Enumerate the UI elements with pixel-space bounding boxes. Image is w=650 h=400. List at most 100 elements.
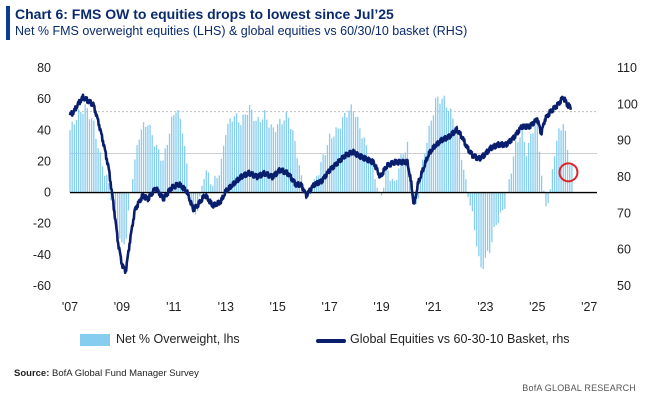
bar-net-overweight — [491, 192, 493, 243]
legend-swatch-bars — [80, 334, 110, 346]
x-axis-tick-label: '07 — [62, 300, 78, 314]
left-axis-tick-label: -40 — [33, 248, 51, 262]
bar-net-overweight — [571, 165, 573, 193]
bar-net-overweight — [450, 108, 452, 193]
x-axis-tick-label: '27 — [581, 300, 597, 314]
source-label: Source: — [14, 368, 50, 379]
bar-net-overweight — [266, 119, 268, 193]
bar-net-overweight — [140, 129, 143, 193]
bar-net-overweight — [495, 192, 497, 226]
bar-net-overweight — [281, 124, 283, 193]
bar-net-overweight — [283, 120, 285, 193]
bar-net-overweight — [566, 149, 569, 193]
bar-net-overweight — [231, 121, 233, 193]
title-accent-bar — [6, 6, 10, 40]
bar-net-overweight — [184, 146, 186, 193]
chart-subtitle: Net % FMS overweight equities (LHS) & gl… — [15, 24, 468, 38]
bar-net-overweight — [227, 123, 229, 193]
bar-net-overweight — [264, 110, 266, 193]
bar-net-overweight — [274, 131, 277, 193]
bar-net-overweight — [419, 177, 422, 193]
bar-net-overweight — [387, 170, 389, 193]
bar-net-overweight — [365, 145, 368, 193]
bar-net-overweight — [538, 151, 541, 193]
bar-net-overweight — [203, 179, 205, 193]
left-axis-tick-label: 0 — [44, 186, 51, 200]
x-axis-tick-label: '15 — [270, 300, 286, 314]
bar-net-overweight — [320, 161, 322, 193]
bar-net-overweight — [127, 192, 130, 211]
bar-net-overweight — [259, 122, 262, 193]
bar-net-overweight — [441, 98, 443, 193]
left-axis-tick-label: 80 — [37, 61, 51, 75]
bar-net-overweight — [93, 120, 95, 193]
bar-net-overweight — [536, 118, 538, 193]
bar-net-overweight — [298, 165, 300, 193]
bar-net-overweight — [473, 192, 476, 231]
bar-net-overweight — [404, 152, 406, 193]
bar-net-overweight — [463, 169, 465, 193]
right-axis-tick-label: 110 — [617, 61, 637, 75]
bar-net-overweight — [279, 118, 281, 193]
highlight-circle — [558, 162, 579, 183]
bar-net-overweight — [136, 145, 138, 193]
bar-net-overweight — [229, 118, 231, 193]
bar-net-overweight — [142, 122, 145, 193]
bar-net-overweight — [556, 140, 558, 193]
left-axis-tick-label: 60 — [37, 92, 51, 106]
bar-net-overweight — [209, 184, 212, 193]
bar-net-overweight — [255, 120, 257, 193]
bar-net-overweight — [530, 133, 532, 193]
bar-net-overweight — [383, 187, 385, 193]
bar-net-overweight — [326, 145, 329, 193]
bar-net-overweight — [396, 180, 398, 193]
bar-net-overweight — [88, 119, 91, 193]
bar-net-overweight — [201, 185, 203, 193]
bar-net-overweight — [439, 103, 441, 193]
bar-net-overweight — [270, 124, 272, 193]
bar-net-overweight — [162, 160, 164, 193]
bar-net-overweight — [447, 110, 450, 193]
bar-net-overweight — [285, 111, 287, 193]
bar-net-overweight — [471, 192, 474, 212]
bar-net-overweight — [525, 156, 528, 193]
bar-net-overweight — [277, 124, 279, 193]
x-axis-tick-label: '25 — [529, 300, 545, 314]
bar-net-overweight — [132, 179, 134, 193]
bar-net-overweight — [80, 112, 82, 193]
bar-net-overweight — [75, 119, 78, 193]
bar-net-overweight — [540, 175, 543, 193]
bar-net-overweight — [363, 137, 365, 193]
bar-net-overweight — [216, 177, 218, 193]
bar-net-overweight — [287, 117, 290, 193]
bar-net-overweight — [151, 135, 153, 193]
bar-net-overweight — [190, 192, 192, 203]
bar-net-overweight — [452, 118, 454, 193]
bar-net-overweight — [177, 109, 179, 193]
bar-net-overweight — [294, 140, 296, 193]
bar-net-overweight — [508, 179, 510, 193]
bar-net-overweight — [173, 115, 175, 193]
bar-net-overweight — [101, 166, 104, 193]
bar-net-overweight — [467, 192, 469, 198]
bar-net-overweight — [421, 159, 424, 193]
bar-net-overweight — [110, 192, 112, 201]
bar-net-overweight — [155, 144, 158, 193]
bar-net-overweight — [465, 179, 467, 193]
bar-net-overweight — [160, 160, 162, 193]
bar-net-overweight — [261, 119, 264, 193]
bar-net-overweight — [158, 149, 160, 193]
bar-net-overweight — [164, 148, 166, 193]
bar-net-overweight — [504, 192, 506, 209]
right-axis-tick-label: 60 — [617, 243, 631, 257]
line-global-equities — [68, 93, 573, 275]
bar-net-overweight — [82, 113, 84, 193]
bar-net-overweight — [147, 125, 149, 193]
bar-net-overweight — [551, 169, 554, 193]
bar-net-overweight — [454, 127, 456, 193]
bar-net-overweight — [372, 162, 374, 193]
x-axis-tick-label: '17 — [321, 300, 337, 314]
bar-net-overweight — [175, 112, 177, 193]
bar-net-overweight — [389, 180, 391, 193]
bar-net-overweight — [497, 192, 499, 224]
